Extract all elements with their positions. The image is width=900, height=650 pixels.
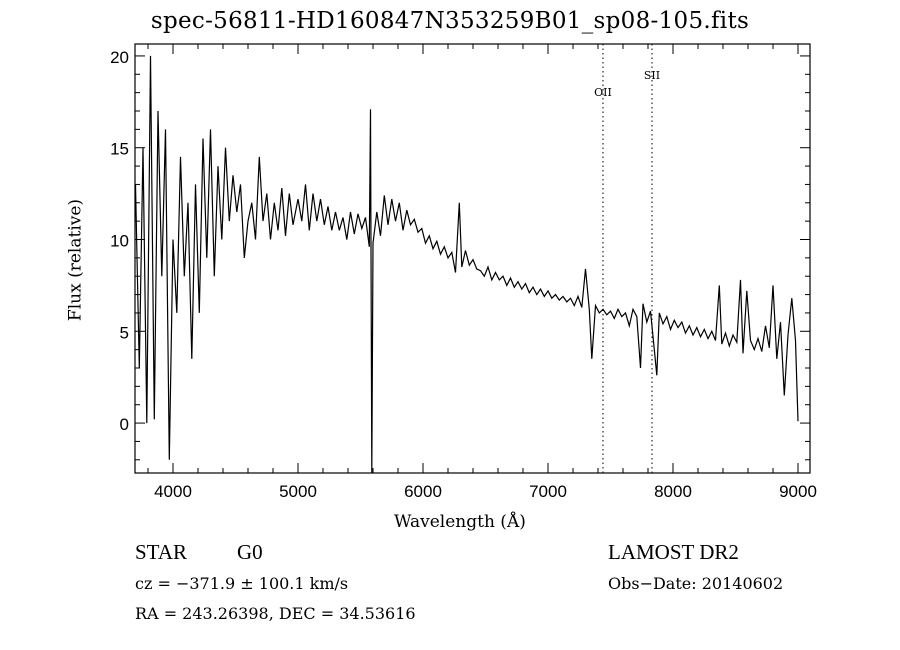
x-tick-label: 9000 <box>779 482 817 501</box>
coordinates-text: RA = 243.26398, DEC = 34.53616 <box>135 604 416 623</box>
object-class: STAR <box>135 540 187 564</box>
x-axis-label: Wavelength (Å) <box>394 512 526 532</box>
redshift-text: cz = −371.9 ± 100.1 km/s <box>135 574 349 593</box>
chart-title: spec-56811-HD160847N353259B01_sp08-105.f… <box>150 8 750 34</box>
y-tick-label: 10 <box>110 232 129 251</box>
plot-frame <box>134 43 811 474</box>
spectrum-line <box>134 55 799 473</box>
x-tick-label: 7000 <box>529 482 567 501</box>
y-tick-label: 20 <box>110 48 129 67</box>
x-tick-label: 4000 <box>154 482 192 501</box>
x-tick-label: 5000 <box>279 482 317 501</box>
y-tick-label: 15 <box>110 140 129 159</box>
y-tick-label: 5 <box>120 323 129 342</box>
obs-date-text: Obs−Date: 20140602 <box>608 574 784 593</box>
y-tick-label: 0 <box>120 415 129 434</box>
marker-label-oii: OII <box>594 86 612 99</box>
marker-label-sii: SII <box>644 69 660 82</box>
emission-line-markers: OII SII <box>594 44 660 473</box>
survey-name: LAMOST DR2 <box>608 540 739 564</box>
x-tick-label: 6000 <box>404 482 442 501</box>
axis-ticks <box>135 44 810 473</box>
x-tick-label: 8000 <box>654 482 692 501</box>
object-subclass: G0 <box>237 540 263 564</box>
axis-tick-labels: 4000 5000 6000 7000 8000 9000 0 5 10 15 20 <box>110 48 817 501</box>
y-axis-label: Flux (relative) <box>65 198 86 322</box>
